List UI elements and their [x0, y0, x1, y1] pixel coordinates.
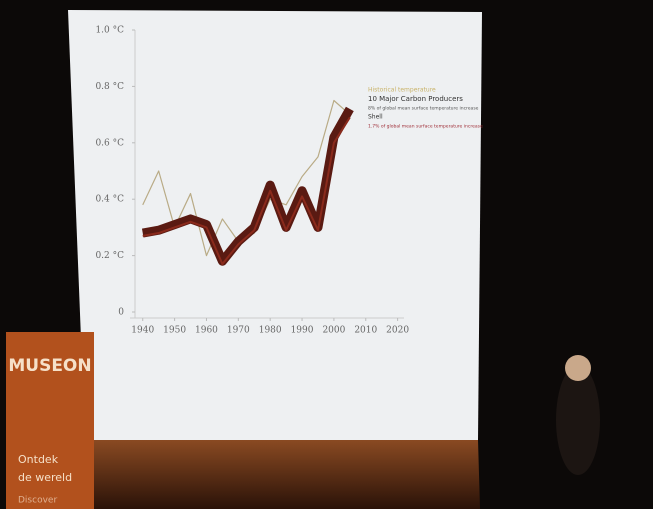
podium-brand: MUSEON: [8, 356, 91, 376]
x-tick-label: 2010: [354, 326, 377, 336]
y-tick-label: 0.2 °C: [95, 251, 124, 261]
podium-tagline: Discover: [18, 496, 57, 506]
y-tick-label: 0.4 °C: [95, 195, 124, 205]
legend-note: 8% of global mean surface temperature in…: [368, 106, 479, 112]
x-tick-label: 1960: [195, 326, 218, 336]
podium-tagline: Ontdek: [18, 453, 59, 466]
person: [556, 365, 600, 475]
y-tick-label: 0: [118, 308, 124, 318]
y-tick-label: 1.0 °C: [95, 26, 124, 36]
x-tick-label: 1950: [163, 326, 186, 336]
y-tick-label: 0.8 °C: [95, 82, 124, 92]
legend-entry: 10 Major Carbon Producers: [368, 95, 463, 103]
legend-entry: Historical temperature: [368, 87, 436, 94]
x-tick-label: 1990: [291, 326, 314, 336]
x-tick-label: 2000: [322, 326, 345, 336]
x-tick-label: 1940: [131, 326, 154, 336]
person-head: [565, 355, 591, 381]
legend-note: 1.7% of global mean surface temperature …: [368, 124, 483, 130]
page: {"chart_data": {"type": "line", "x": [19…: [0, 0, 653, 509]
y-tick-label: 0.6 °C: [95, 138, 124, 148]
stage: [85, 440, 480, 509]
x-tick-label: 2020: [386, 326, 409, 336]
x-tick-label: 1970: [227, 326, 250, 336]
x-tick-label: 1980: [259, 326, 282, 336]
projection-screen: [68, 10, 482, 440]
scene: MUSEON Ontdek de wereld Discover 0 0.2 °C…: [0, 0, 653, 509]
legend-entry: Shell: [368, 114, 383, 121]
podium-tagline: de wereld: [18, 471, 72, 484]
